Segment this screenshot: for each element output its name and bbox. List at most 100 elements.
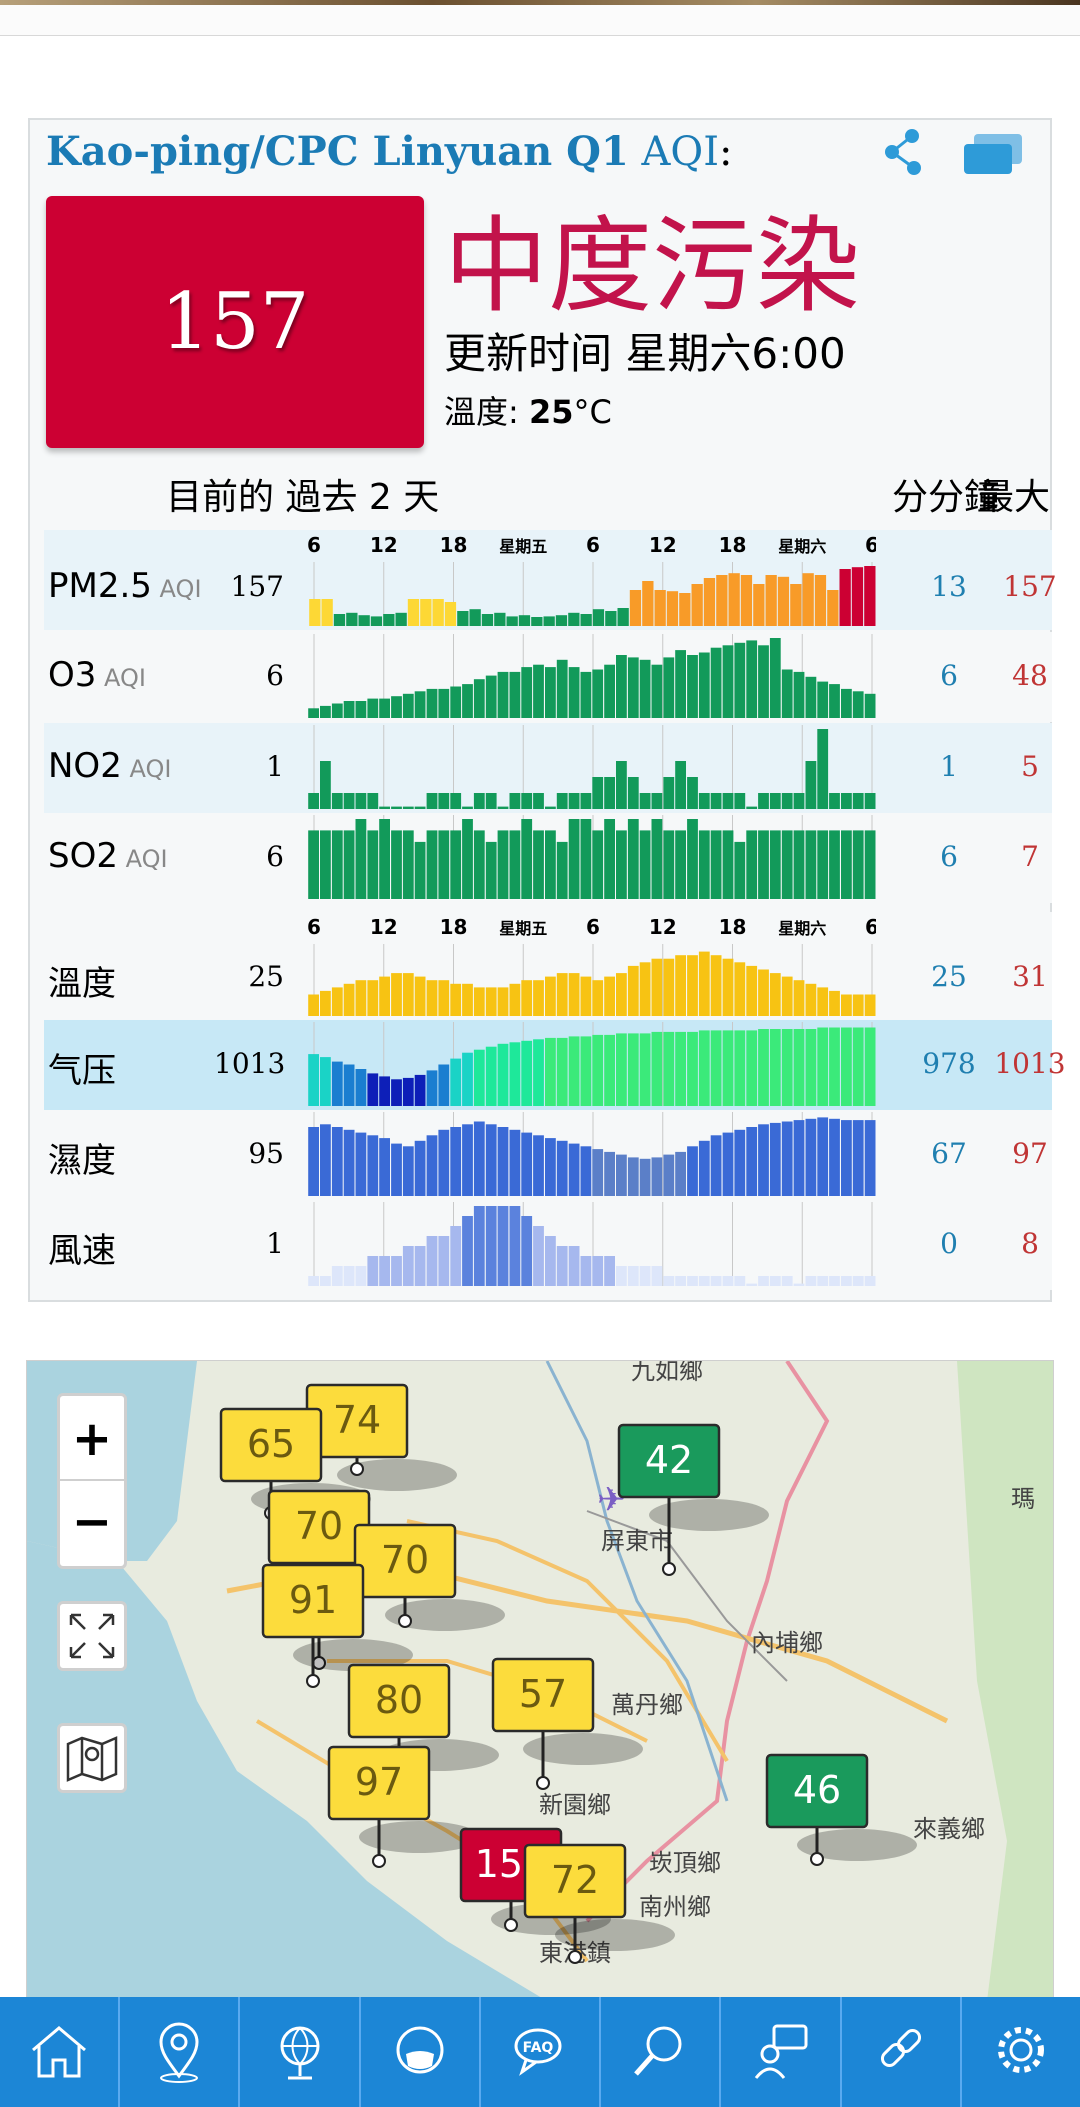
chart-bar — [332, 704, 343, 719]
chart-bar — [383, 614, 394, 626]
time-tick-label: 星期六 — [778, 919, 826, 938]
chart-bar — [675, 1032, 686, 1106]
chart-bar — [533, 830, 544, 899]
chart-bar — [545, 1138, 556, 1196]
chart-bar — [371, 616, 382, 626]
history-chart[interactable] — [284, 1110, 876, 1200]
marker-pin — [537, 1777, 549, 1789]
windows-icon[interactable] — [960, 130, 1026, 180]
chart-bar — [616, 1033, 627, 1106]
chart-bar — [344, 701, 355, 718]
history-chart[interactable] — [284, 632, 876, 722]
zoom-in-button[interactable]: + — [60, 1399, 124, 1481]
chart-bar — [545, 1236, 556, 1286]
map-canvas[interactable]: ✈ 九如鄉屏東市萬丹鄉新園鄉崁頂鄉南州鄉東港鎮內埔鄉來義鄉瑪7465427070… — [27, 1361, 1054, 2000]
nav-home-button[interactable] — [0, 1997, 120, 2107]
chart-bar — [391, 1144, 402, 1196]
history-chart[interactable]: 6 12 18 星期五 6 12 18 星期六 6 — [284, 530, 876, 630]
share-icon[interactable] — [880, 128, 930, 178]
chart-bar — [806, 984, 817, 1016]
chart-bar — [498, 807, 509, 809]
chart-bar — [758, 1124, 769, 1196]
row-label-text: NO2 — [48, 746, 122, 786]
chart-bar — [770, 1276, 781, 1286]
map-layers-button[interactable] — [57, 1723, 127, 1793]
chart-bar — [344, 1266, 355, 1286]
chart-bar — [829, 684, 840, 718]
time-tick-label: 6 — [307, 533, 321, 557]
chart-bar — [415, 807, 426, 809]
chart-bar — [521, 980, 532, 1016]
chart-bar — [438, 1065, 449, 1107]
max-value: 97 — [990, 1137, 1070, 1170]
chart-bar — [308, 995, 319, 1017]
nav-faq-button[interactable]: FAQ — [481, 1997, 601, 2107]
chart-bar — [420, 599, 431, 626]
history-chart[interactable] — [284, 813, 876, 903]
chart-bar — [486, 842, 497, 899]
time-tick-label: 6 — [307, 915, 321, 939]
chart-bar — [521, 1041, 532, 1106]
chart-bar — [367, 793, 378, 809]
chart-bar — [391, 830, 402, 899]
chart-bar — [640, 1033, 651, 1106]
chart-bar — [711, 1135, 722, 1196]
chart-bar — [581, 1146, 592, 1196]
chart-bar — [853, 793, 864, 809]
chart-bar — [723, 1276, 734, 1286]
chart-bar — [652, 1157, 663, 1196]
nav-chat-button[interactable] — [721, 1997, 841, 2107]
chart-bar — [652, 665, 663, 718]
map-view[interactable]: ✈ 九如鄉屏東市萬丹鄉新園鄉崁頂鄉南州鄉東港鎮內埔鄉來義鄉瑪7465427070… — [26, 1360, 1054, 2000]
time-tick-label: 星期五 — [499, 537, 547, 556]
chart-bar — [470, 609, 481, 626]
chart-bar — [687, 655, 698, 718]
marker-value: 74 — [333, 1398, 381, 1442]
chart-bar — [817, 1028, 828, 1107]
chart-bar — [758, 1276, 769, 1286]
history-chart[interactable] — [284, 1020, 876, 1110]
chart-bar — [510, 830, 521, 899]
chart-bar — [630, 590, 641, 626]
current-value: 1 — [214, 1227, 284, 1260]
chart-bar — [829, 1028, 840, 1107]
chart-bar — [486, 676, 497, 718]
chart-bar — [687, 955, 698, 1016]
zoom-out-button[interactable]: − — [60, 1481, 124, 1563]
chart-bar — [462, 1216, 473, 1286]
map-place-label: 南州鄉 — [639, 1893, 711, 1921]
chart-bar — [841, 830, 852, 899]
chart-bar — [450, 984, 461, 1016]
chart-bar — [592, 670, 603, 719]
nav-search-button[interactable] — [601, 1997, 721, 2107]
chart-bar — [741, 575, 752, 626]
nav-link-button[interactable] — [842, 1997, 962, 2107]
chart-bar — [699, 793, 710, 809]
chart-bar — [367, 830, 378, 899]
chart-bar — [794, 1284, 805, 1286]
chart-bar — [379, 977, 390, 1016]
nav-gear-button[interactable] — [962, 1997, 1080, 2107]
min-value: 25 — [904, 960, 994, 993]
row-label: 溫度 — [48, 956, 116, 1005]
history-chart[interactable] — [284, 723, 876, 813]
chart-bar — [408, 599, 419, 626]
chart-bar — [403, 973, 414, 1016]
chart-bar — [604, 977, 615, 1016]
chart-bar — [592, 980, 603, 1016]
history-chart[interactable] — [284, 1200, 876, 1290]
nav-mask-button[interactable] — [361, 1997, 481, 2107]
history-chart[interactable]: 6 12 18 星期五 6 12 18 星期六 6 — [284, 912, 876, 1020]
chart-bar — [675, 761, 686, 809]
nav-globe-button[interactable] — [240, 1997, 360, 2107]
chart-bar — [652, 793, 663, 809]
time-tick-label: 6 — [865, 915, 876, 939]
nav-location-pin-button[interactable] — [120, 1997, 240, 2107]
station-title[interactable]: Kao-ping/CPC Linyuan Q1 AQI: Kao — [46, 124, 746, 180]
chart-bar — [521, 1216, 532, 1286]
chart-bar — [320, 830, 331, 899]
chart-bar — [450, 830, 461, 899]
time-tick-label: 18 — [719, 915, 747, 939]
fullscreen-button[interactable] — [57, 1601, 127, 1671]
map-place-label: 崁頂鄉 — [649, 1849, 721, 1877]
